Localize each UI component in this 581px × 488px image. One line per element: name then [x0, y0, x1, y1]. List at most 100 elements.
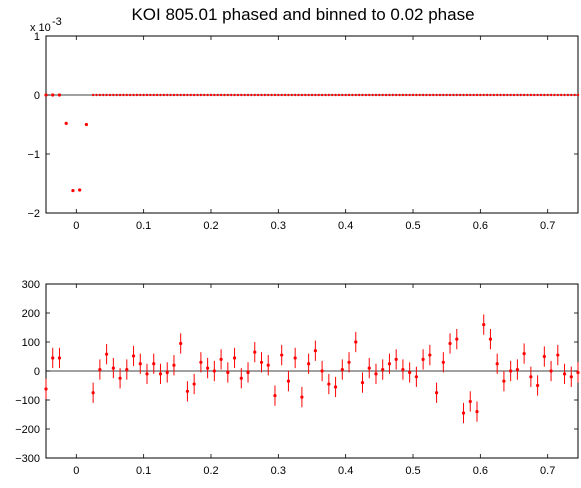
data-point	[84, 122, 89, 127]
data-point	[374, 93, 378, 97]
data-point	[313, 349, 317, 353]
data-point	[482, 93, 485, 97]
data-point	[253, 93, 256, 97]
data-point	[411, 93, 415, 97]
chart-title: KOI 805.01 phased and binned to 0.02 pha…	[131, 5, 474, 24]
data-point	[270, 93, 273, 97]
data-point	[387, 362, 392, 366]
data-point	[509, 369, 513, 373]
data-point	[246, 93, 250, 97]
data-point	[536, 93, 539, 97]
data-point	[364, 93, 368, 97]
data-point	[495, 362, 499, 366]
data-point	[461, 411, 466, 415]
data-point	[293, 356, 297, 360]
top-plot-panel: 0 0.1 0.2 0.3 0.4 0.5 0.6 0.7 1 0 −1 −2 x 10 -3	[27, 16, 580, 232]
data-point	[347, 93, 351, 97]
data-point	[283, 93, 287, 97]
data-point	[378, 93, 381, 97]
data-point	[189, 93, 192, 97]
data-point	[145, 372, 149, 376]
data-point	[206, 93, 209, 97]
data-point	[492, 93, 496, 97]
data-point	[260, 93, 263, 97]
y-tick-label: −100	[15, 395, 40, 407]
x-tick-label: 0.1	[136, 465, 151, 477]
data-point	[307, 362, 311, 366]
data-point	[263, 93, 267, 97]
data-point	[324, 93, 327, 97]
x-tick-label: 0.3	[271, 465, 286, 477]
data-point	[229, 93, 233, 97]
data-point	[266, 363, 270, 367]
data-point	[98, 367, 102, 372]
data-point	[226, 370, 230, 375]
data-point	[556, 93, 559, 97]
data-point	[472, 93, 475, 97]
data-point	[415, 93, 418, 97]
data-point	[277, 93, 280, 97]
data-point	[529, 93, 533, 97]
data-point	[381, 93, 384, 97]
data-point	[142, 93, 145, 97]
data-point	[509, 93, 512, 97]
data-point	[391, 93, 395, 97]
data-point	[209, 93, 213, 97]
data-point	[182, 93, 186, 97]
y-tick-label: 100	[22, 337, 40, 349]
data-point	[566, 93, 570, 97]
data-point	[105, 352, 109, 356]
data-point	[149, 93, 152, 97]
data-point	[468, 399, 472, 404]
data-point	[172, 93, 176, 97]
data-point	[562, 372, 567, 376]
x-tick-label: 0	[73, 220, 79, 232]
data-point	[368, 93, 371, 97]
data-point	[192, 382, 196, 386]
data-point	[435, 93, 438, 97]
y-tick-label: 0	[34, 366, 40, 378]
x-tick-label: 0.6	[473, 220, 488, 232]
data-point	[131, 354, 136, 358]
data-point	[165, 370, 169, 375]
data-point	[310, 93, 314, 97]
data-point	[138, 362, 142, 366]
data-point	[219, 93, 223, 97]
data-point	[91, 93, 95, 97]
data-point	[286, 379, 291, 383]
data-point	[469, 93, 472, 97]
data-point	[485, 93, 489, 97]
data-point	[515, 367, 519, 372]
x-tick-label: 0.3	[271, 220, 286, 232]
data-point	[576, 93, 580, 97]
data-point	[344, 93, 347, 97]
data-point	[519, 93, 522, 97]
data-point	[57, 356, 62, 360]
data-point	[333, 385, 338, 389]
y-tick-label: −300	[15, 453, 40, 465]
data-point	[388, 93, 391, 97]
data-point	[111, 366, 115, 370]
data-point	[502, 379, 506, 383]
data-point	[239, 376, 243, 380]
data-point	[327, 93, 331, 97]
data-point	[546, 93, 549, 97]
data-point	[334, 93, 337, 97]
data-point	[44, 93, 48, 97]
data-point	[442, 93, 445, 97]
y-multiplier-label: x 10	[30, 22, 51, 34]
data-point	[488, 337, 493, 341]
data-point	[98, 93, 102, 97]
data-point	[78, 188, 82, 192]
y-tick-label: 1	[34, 31, 40, 43]
axes-box	[45, 35, 579, 214]
data-point	[253, 350, 257, 354]
data-point	[203, 93, 206, 97]
data-point	[405, 93, 408, 97]
data-point	[549, 369, 553, 373]
data-point	[122, 93, 125, 97]
bottom-plot-panel: 0 0.1 0.2 0.3 0.4 0.5 0.6 0.7 300 200 100 0 −100 −200…	[15, 279, 580, 477]
data-point	[414, 375, 418, 379]
data-point	[219, 357, 223, 361]
data-point	[361, 93, 364, 97]
